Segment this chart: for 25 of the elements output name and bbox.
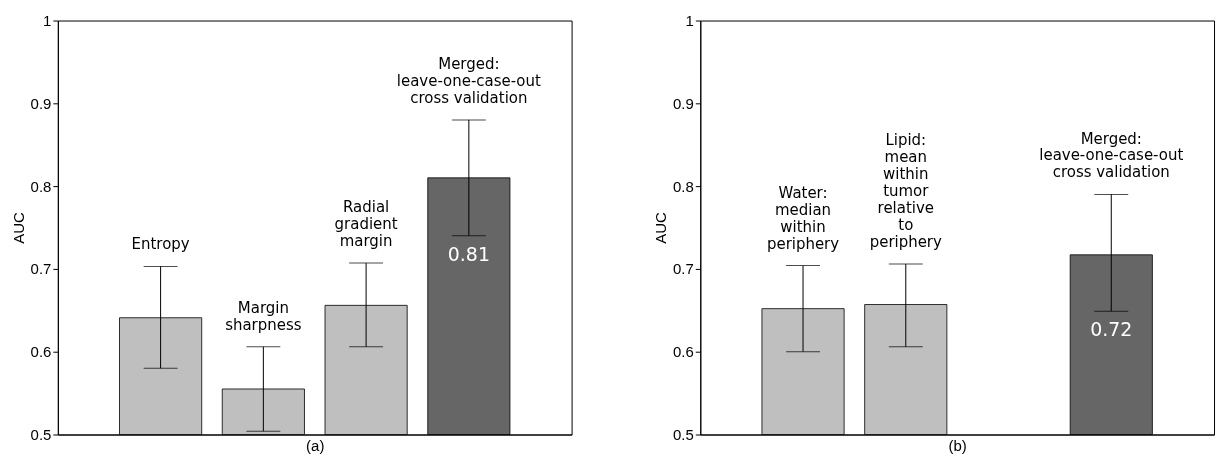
- y-tick-label: 0.9: [673, 94, 694, 112]
- y-axis-title: AUC: [9, 212, 27, 244]
- x-tick-label: Entropy: [131, 235, 190, 254]
- y-tick-label: 0.7: [673, 260, 694, 278]
- y-tick-label: 0.5: [30, 425, 52, 443]
- data-label: 0.81: [447, 242, 490, 265]
- data-label: 0.72: [1090, 318, 1133, 341]
- y-tick-label: 1: [43, 12, 52, 30]
- y-tick-label: 0.7: [30, 260, 52, 278]
- x-tick-label: Radial gradient margin: [334, 198, 398, 251]
- y-tick-label: 0.6: [30, 343, 52, 361]
- y-tick-label: 0.8: [30, 177, 52, 195]
- x-tick-label: Margin sharpness: [225, 298, 302, 334]
- y-axis-title: AUC: [652, 212, 670, 244]
- x-tick-label: Merged: leave-one-case-out cross validation: [396, 55, 541, 107]
- x-axis-title: (b): [948, 436, 967, 454]
- y-tick-label: 0.5: [673, 425, 694, 443]
- x-axis-title: (a): [306, 436, 325, 454]
- y-tick-label: 0.8: [673, 177, 694, 195]
- y-tick-label: 1: [685, 12, 694, 30]
- x-tick-label: Water: median within periphery: [766, 183, 840, 253]
- x-tick-label: Lipid: mean within tumor relative to periphery: [869, 131, 943, 251]
- x-tick-label: Merged: leave-one-case-out cross validation: [1039, 129, 1184, 182]
- y-tick-label: 0.9: [30, 94, 52, 112]
- y-tick-label: 0.6: [673, 343, 694, 361]
